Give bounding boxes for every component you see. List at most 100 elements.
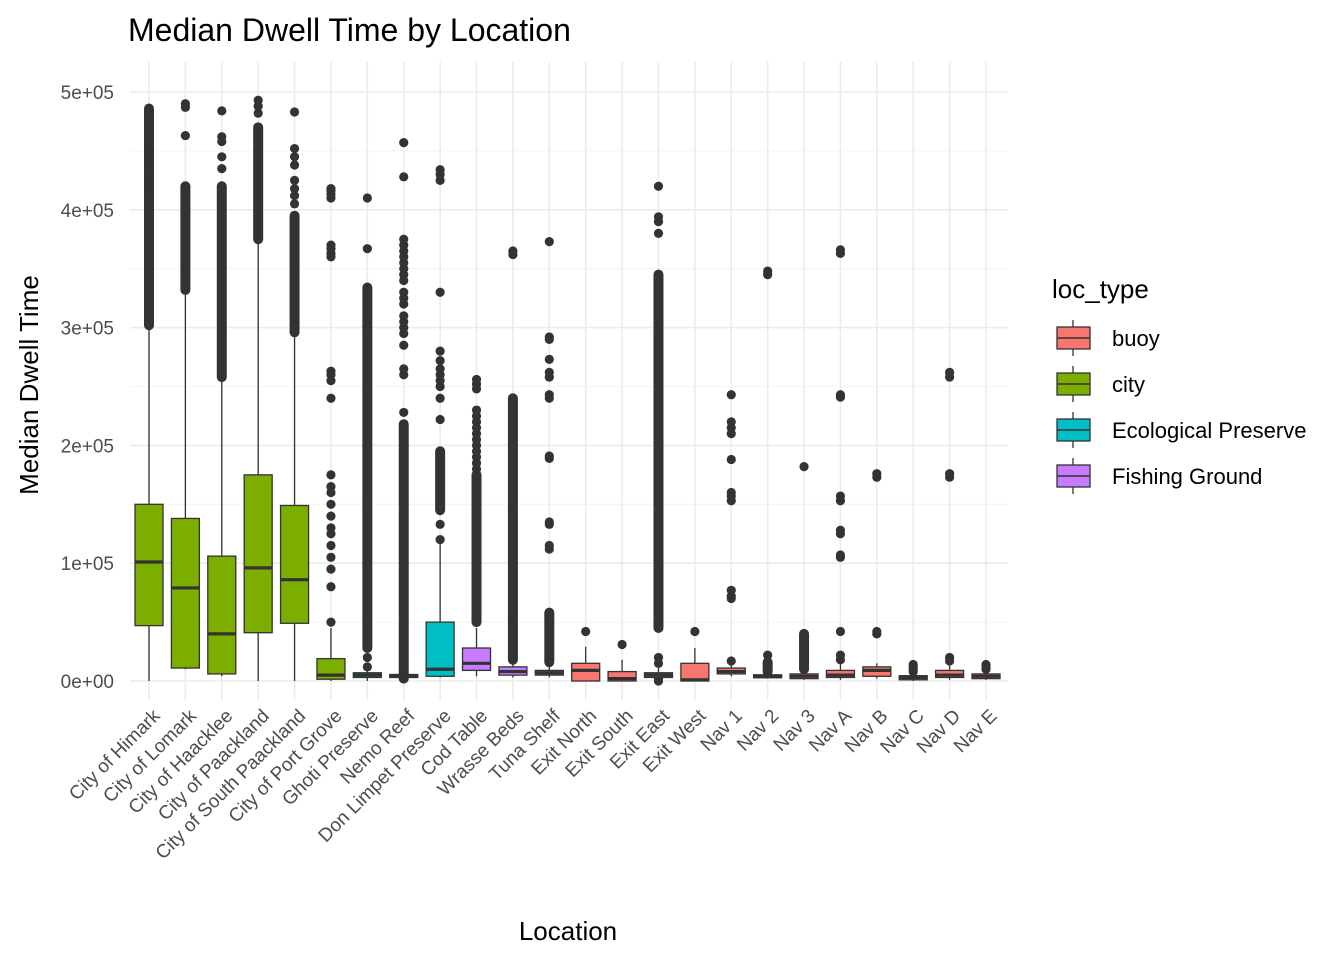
outlier-point bbox=[326, 540, 336, 551]
outlier-point bbox=[144, 158, 154, 168]
outlier-point bbox=[289, 199, 300, 209]
outlier-point bbox=[326, 582, 336, 592]
y-tick-label: 4e+05 bbox=[61, 201, 114, 222]
outlier-point bbox=[726, 417, 736, 427]
outlier-point bbox=[872, 626, 882, 637]
box-iqr bbox=[461, 647, 492, 672]
box-tuna-shelf bbox=[534, 237, 564, 678]
box-city-of-port-grove bbox=[316, 183, 346, 681]
outlier-point bbox=[289, 183, 300, 194]
outlier-point bbox=[399, 287, 409, 297]
outlier-point bbox=[544, 332, 554, 342]
box-exit-east bbox=[643, 181, 674, 686]
outlier-point bbox=[763, 650, 773, 660]
y-tick-label: 2e+05 bbox=[61, 436, 114, 457]
outlier-cluster bbox=[253, 122, 264, 245]
outlier-point bbox=[835, 550, 846, 560]
x-axis-title: Location bbox=[519, 916, 617, 946]
boxes bbox=[134, 95, 1001, 686]
outlier-point bbox=[726, 454, 736, 465]
box-nav-d bbox=[934, 367, 965, 680]
outlier-point bbox=[326, 511, 336, 521]
outlier-point bbox=[872, 469, 882, 479]
y-axis-title: Median Dwell Time bbox=[14, 275, 44, 495]
outlier-point bbox=[726, 487, 736, 498]
outlier-point bbox=[289, 107, 300, 117]
outlier-cluster bbox=[144, 103, 154, 331]
box-don-limpet-preserve bbox=[425, 165, 455, 678]
box-nemo-reef bbox=[389, 138, 419, 684]
box-iqr bbox=[425, 621, 455, 677]
legend-item-city: city bbox=[1056, 366, 1145, 402]
legend-title: loc_type bbox=[1052, 274, 1149, 304]
outlier-point bbox=[435, 535, 445, 545]
outlier-cluster bbox=[289, 210, 300, 338]
box-city-of-paackland bbox=[243, 95, 273, 681]
legend-label: Fishing Ground bbox=[1112, 464, 1262, 489]
box-exit-south bbox=[607, 639, 637, 682]
outlier-point bbox=[508, 246, 518, 256]
outlier-cluster bbox=[216, 181, 227, 383]
chart-title: Median Dwell Time by Location bbox=[128, 12, 571, 48]
box-iqr bbox=[207, 555, 237, 675]
outlier-point bbox=[835, 525, 846, 535]
outlier-point bbox=[581, 626, 591, 637]
outlier-point bbox=[726, 585, 736, 595]
outlier-point bbox=[726, 390, 736, 400]
outlier-point bbox=[435, 287, 445, 297]
outlier-point bbox=[399, 172, 409, 182]
outlier-cluster bbox=[435, 446, 446, 516]
outlier-cluster bbox=[398, 419, 409, 684]
outlier-point bbox=[144, 151, 154, 161]
outlier-point bbox=[217, 106, 227, 116]
outlier-point bbox=[435, 364, 445, 374]
outlier-point bbox=[544, 390, 554, 400]
outlier-point bbox=[326, 564, 336, 574]
box-iqr bbox=[607, 670, 637, 682]
outlier-point bbox=[544, 367, 554, 377]
outlier-point bbox=[180, 130, 190, 141]
outlier-point bbox=[617, 639, 627, 650]
outlier-point bbox=[945, 652, 955, 663]
outlier-point bbox=[326, 499, 336, 509]
outlier-point bbox=[180, 102, 190, 112]
legend-item-ecological-preserve: Ecological Preserve bbox=[1056, 412, 1306, 448]
outlier-point bbox=[289, 152, 300, 162]
outlier-point bbox=[289, 191, 300, 201]
box-iqr bbox=[243, 474, 273, 634]
outlier-point bbox=[217, 136, 227, 147]
box-iqr bbox=[571, 662, 601, 682]
outlier-point bbox=[653, 228, 664, 238]
outlier-point bbox=[544, 517, 554, 527]
box-exit-north bbox=[571, 626, 601, 682]
outlier-point bbox=[726, 656, 736, 666]
box-ghoti-preserve bbox=[352, 193, 382, 681]
outlier-point bbox=[289, 160, 300, 170]
outlier-point bbox=[945, 367, 955, 377]
y-axis-ticks: 0e+00 1e+05 2e+05 3e+05 4e+05 5e+05 bbox=[61, 83, 114, 693]
box-city-of-south-paackland bbox=[279, 107, 310, 681]
outlier-point bbox=[835, 650, 846, 660]
outlier-cluster bbox=[180, 181, 191, 295]
outlier-point bbox=[835, 491, 846, 501]
outlier-point bbox=[471, 405, 482, 415]
outlier-point bbox=[217, 152, 227, 162]
outlier-point bbox=[435, 346, 445, 356]
box-nav-b bbox=[862, 469, 892, 679]
outlier-point bbox=[435, 414, 445, 425]
outlier-point bbox=[144, 175, 154, 185]
y-tick-label: 1e+05 bbox=[61, 554, 114, 575]
outlier-point bbox=[326, 183, 336, 194]
outlier-point bbox=[362, 652, 372, 663]
y-tick-label: 5e+05 bbox=[61, 83, 114, 104]
box-nav-1 bbox=[716, 390, 746, 677]
outlier-point bbox=[908, 659, 918, 670]
outlier-point bbox=[835, 390, 846, 400]
outlier-point bbox=[253, 101, 263, 111]
outlier-point bbox=[362, 244, 372, 254]
outlier-cluster bbox=[799, 628, 810, 675]
outlier-point bbox=[289, 175, 300, 185]
outlier-point bbox=[326, 482, 336, 492]
outlier-point bbox=[399, 138, 409, 148]
box-cod-table bbox=[461, 374, 492, 677]
